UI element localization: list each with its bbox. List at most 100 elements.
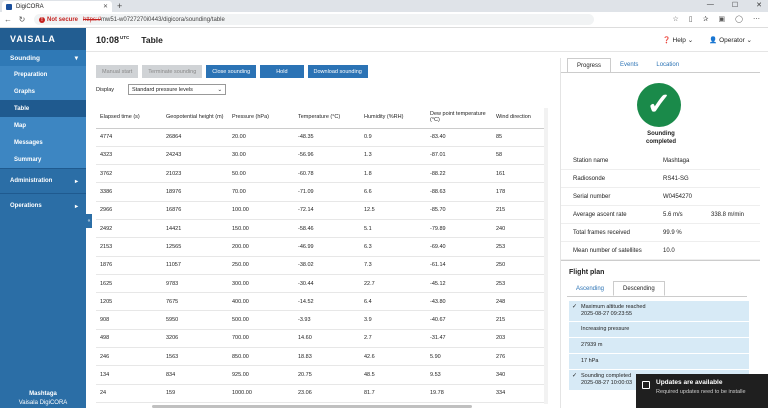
table-row[interactable]: 1876 11057 250.00 -38.02 7.3 -61.14 250 (96, 256, 544, 275)
info-label: Station name (573, 157, 609, 164)
table-cell: 700.00 (228, 329, 294, 349)
table-row[interactable]: 2492 14421 150.00 -58.46 5.1 -79.89 240 (96, 219, 544, 239)
table-row[interactable]: 908 5950 500.00 -3.93 3.9 -40.67 215 (96, 310, 544, 330)
more-icon[interactable]: ⋯ (753, 16, 760, 23)
table-cell: 5950 (162, 310, 228, 330)
col-geopotential-height[interactable]: Geopotential height (m) (162, 106, 228, 129)
page-header: 10:08UTC Table ❓ Help ⌄ 👤 Operator ⌄ (86, 28, 768, 52)
table-row[interactable]: 24 159 1000.00 23.06 81.7 19.78 334 (96, 384, 544, 403)
table-row[interactable]: 2153 12565 200.00 -46.99 6.3 -69.40 253 (96, 237, 544, 257)
star-icon[interactable]: ☆ (672, 16, 679, 23)
footer-product: Vaisala DigiCORA (18, 400, 68, 406)
col-elapsed-time[interactable]: Elapsed time (s) (96, 106, 162, 129)
table-cell: -38.02 (294, 256, 360, 275)
reload-icon[interactable]: ↻ (18, 15, 26, 24)
table-cell: 7675 (162, 292, 228, 312)
nav-item-graphs[interactable]: Graphs (0, 83, 86, 100)
table-cell: -85.70 (426, 201, 492, 220)
table-cell: 12565 (162, 237, 228, 257)
table-row[interactable]: 3386 18976 70.00 -71.09 6.6 -88.63 178 (96, 182, 544, 202)
nav-item-preparation[interactable]: Preparation (0, 66, 86, 83)
table-cell: 14421 (162, 219, 228, 239)
table-cell: 240 (492, 219, 544, 239)
collapse-sidebar-icon[interactable]: « (86, 214, 92, 228)
table-row[interactable]: 134 834 925.00 20.75 48.5 9.53 340 (96, 365, 544, 385)
table-cell: -40.67 (426, 310, 492, 330)
table-cell: -58.46 (294, 219, 360, 239)
nav-sounding[interactable]: Sounding ▾ (0, 50, 86, 66)
tab-descending[interactable]: Descending (613, 281, 665, 296)
col-dew-point[interactable]: Dew point temperature (°C) (426, 106, 492, 129)
close-tab-icon[interactable]: ✕ (102, 4, 108, 10)
status-area: ✓ Sounding completed (561, 72, 760, 152)
col-wind-direction[interactable]: Wind direction (492, 106, 544, 129)
table-cell: 925.00 (228, 365, 294, 385)
nav-operations[interactable]: Operations ▸ (10, 203, 78, 210)
nav-item-summary[interactable]: Summary (0, 151, 86, 168)
favorites-icon[interactable]: ✰ (702, 16, 709, 23)
table-row[interactable]: 2966 16876 100.00 -72.14 12.5 -85.70 215 (96, 201, 544, 220)
update-notification[interactable]: Updates are available Required updates n… (636, 374, 768, 408)
info-row: Serial number W0454270 (561, 188, 760, 206)
table-row[interactable]: 3762 21023 50.00 -60.78 1.8 -88.22 161 (96, 164, 544, 184)
table-cell: 215 (492, 310, 544, 330)
table-cell: -43.80 (426, 292, 492, 312)
tab-ascending[interactable]: Ascending (576, 285, 605, 292)
not-secure-badge[interactable]: ! Not secure (39, 16, 78, 23)
col-pressure[interactable]: Pressure (hPa) (228, 106, 294, 129)
close-window-icon[interactable]: ✕ (756, 2, 762, 9)
minimize-icon[interactable]: — (706, 1, 714, 8)
table-row[interactable]: 246 1563 850.00 18.83 42.6 5.90 276 (96, 347, 544, 367)
back-icon[interactable]: ← (4, 15, 12, 24)
table-cell: -88.22 (426, 164, 492, 184)
split-screen-icon[interactable]: ▯ (688, 16, 693, 23)
browser-tab[interactable]: DigiCORA ✕ (2, 1, 112, 12)
status-text: Sounding completed (645, 131, 676, 145)
help-menu[interactable]: ❓ Help ⌄ (662, 36, 694, 44)
tab-progress[interactable]: Progress (567, 58, 612, 72)
col-humidity[interactable]: Humidity (%RH) (360, 106, 426, 129)
user-menu[interactable]: 👤 Operator ⌄ (709, 36, 752, 44)
table-cell: -48.35 (294, 128, 360, 147)
maximize-icon[interactable]: ☐ (731, 2, 739, 9)
table-cell: 4323 (96, 146, 162, 166)
hold-button[interactable]: Hold (260, 65, 304, 78)
list-item: 27939 m (569, 338, 749, 354)
nav-item-messages[interactable]: Messages (0, 134, 86, 151)
chevron-right-icon: ▸ (74, 203, 78, 210)
nav-item-map[interactable]: Map (0, 117, 86, 134)
horizontal-scrollbar[interactable] (152, 405, 472, 408)
terminate-sounding-button[interactable]: Terminate sounding (142, 65, 203, 78)
manual-start-button[interactable]: Manual start (96, 65, 139, 78)
table-row[interactable]: 4323 24243 30.00 -56.96 1.3 -87.01 58 (96, 146, 544, 166)
table-cell: 246 (96, 347, 162, 367)
info-value: 10.0 (663, 247, 675, 254)
nav-administration[interactable]: Administration ▸ (10, 178, 78, 185)
table-cell: 498 (96, 329, 162, 349)
notification-body: Required updates need to be installe (656, 389, 746, 395)
col-temperature[interactable]: Temperature (°C) (294, 106, 360, 129)
url-field[interactable]: ! Not secure https:// mw51-w0727270i0443/… (34, 14, 594, 25)
collections-icon[interactable]: ▣ (718, 16, 726, 23)
new-tab-icon[interactable]: + (117, 1, 123, 11)
table-row[interactable]: 4774 26864 20.00 -48.35 0.9 -83.40 85 (96, 128, 544, 147)
display-select[interactable]: Standard pressure levels ⌄ (128, 84, 227, 95)
close-sounding-button[interactable]: Close sounding (206, 65, 257, 78)
table-cell: 19.78 (426, 384, 492, 403)
table-cell: -56.96 (294, 146, 360, 166)
table-cell: 253 (492, 237, 544, 257)
download-sounding-button[interactable]: Download sounding (307, 65, 368, 78)
profile-icon[interactable]: ◯ (735, 16, 743, 23)
sidebar: VAISALA Sounding ▾ Preparation Graphs Ta… (0, 28, 86, 408)
table-cell: 248 (492, 292, 544, 312)
table-row[interactable]: 1205 7675 400.00 -14.52 6.4 -43.80 248 (96, 292, 544, 312)
table-row[interactable]: 1625 9783 300.00 -30.44 22.7 -45.12 253 (96, 274, 544, 294)
vertical-scrollbar[interactable] (544, 108, 548, 404)
table-cell: 340 (492, 365, 544, 385)
table-row[interactable]: 498 3206 700.00 14.60 2.7 -31.47 203 (96, 329, 544, 349)
tab-events[interactable]: Events (620, 62, 639, 68)
tab-location[interactable]: Location (656, 62, 680, 68)
table-cell: 2.7 (360, 329, 426, 349)
nav-item-table[interactable]: Table (0, 100, 86, 117)
sounding-info: Station name Mashtaga Radiosonde RS41-SG Ser… (561, 152, 760, 260)
